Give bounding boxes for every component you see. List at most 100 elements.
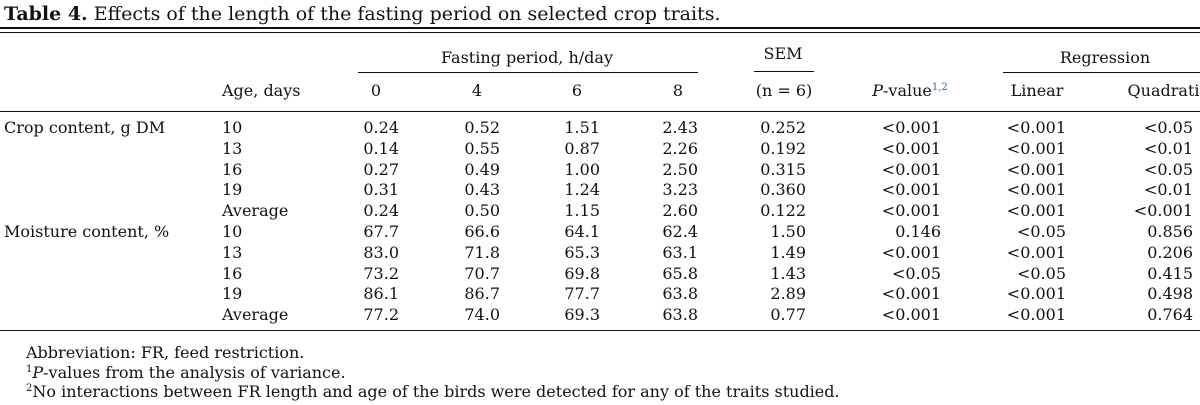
- table-caption: Table 4. Effects of the length of the fa…: [4, 3, 721, 25]
- sem-cell: 1.43: [770, 263, 806, 283]
- regression-underline: [1003, 72, 1200, 73]
- quadratic-header: Quadratic: [1127, 81, 1200, 100]
- fasting-8-cell: 62.4: [662, 222, 698, 241]
- footnote-1-text: -values from the analysis of variance.: [43, 363, 346, 382]
- sem-n-header: (n = 6): [755, 81, 813, 100]
- fasting-0-cell: 86.1: [363, 284, 399, 304]
- fasting-period-header: Fasting period, h/day: [441, 48, 613, 67]
- fasting-6-cell: 1.15: [564, 201, 600, 221]
- pvalue-footnote-mark: 1,2: [931, 82, 948, 93]
- top-rule-thin: [0, 32, 1200, 33]
- fasting-4-cell: 71.8: [464, 242, 500, 262]
- linear-cell: <0.001: [1006, 159, 1066, 179]
- bottom-rule: [0, 330, 1200, 331]
- fasting-4-header: 4: [471, 81, 483, 100]
- quadratic-cell: <0.05: [1143, 118, 1193, 137]
- footnote-1: 1P-values from the analysis of variance.: [26, 364, 346, 382]
- fasting-0-cell: 0.24: [363, 118, 399, 137]
- quadratic-cell: 0.415: [1147, 263, 1193, 283]
- fasting-8-cell: 2.50: [662, 159, 698, 179]
- fasting-4-cell: 74.0: [464, 305, 500, 325]
- fasting-6-cell: 65.3: [564, 242, 600, 262]
- fasting-4-cell: 86.7: [464, 284, 500, 304]
- fasting-0-cell: 83.0: [363, 242, 399, 262]
- sem-cell: 0.360: [760, 180, 806, 200]
- fasting-6-cell: 77.7: [564, 284, 600, 304]
- footnote-1-italic-p: P: [32, 363, 44, 382]
- pvalue-cell: <0.001: [881, 284, 941, 304]
- sem-cell: 1.50: [770, 222, 806, 241]
- sem-header: SEM: [763, 44, 803, 63]
- fasting-6-cell: 64.1: [564, 222, 600, 241]
- fasting-4-cell: 0.55: [464, 138, 500, 158]
- fasting-6-header: 6: [571, 81, 583, 100]
- sem-cell: 0.122: [760, 201, 806, 221]
- linear-cell: <0.05: [1016, 263, 1066, 283]
- linear-cell: <0.05: [1016, 222, 1066, 241]
- pvalue-cell: <0.05: [891, 263, 941, 283]
- age-cell: 19: [222, 284, 243, 304]
- footnote-abbreviation: Abbreviation: FR, feed restriction.: [26, 343, 305, 362]
- fasting-6-cell: 0.87: [564, 138, 600, 158]
- fasting-8-cell: 63.8: [662, 305, 698, 325]
- fasting-0-cell: 77.2: [363, 305, 399, 325]
- quadratic-cell: 0.856: [1147, 222, 1193, 241]
- linear-cell: <0.001: [1006, 242, 1066, 262]
- fasting-4-cell: 0.52: [464, 118, 500, 137]
- fasting-4-cell: 0.49: [464, 159, 500, 179]
- linear-header: Linear: [1010, 81, 1064, 100]
- fasting-4-cell: 0.43: [464, 180, 500, 200]
- fasting-4-cell: 66.6: [464, 222, 500, 241]
- age-header: Age, days: [222, 81, 301, 100]
- linear-cell: <0.001: [1006, 180, 1066, 200]
- linear-cell: <0.001: [1006, 305, 1066, 325]
- regression-header: Regression: [1059, 48, 1151, 67]
- age-cell: 10: [222, 222, 243, 241]
- fasting-8-cell: 2.60: [662, 201, 698, 221]
- pvalue-cell: <0.001: [881, 159, 941, 179]
- fasting-0-cell: 0.27: [363, 159, 399, 179]
- age-cell: 13: [222, 242, 243, 262]
- fasting-0-cell: 0.14: [363, 138, 399, 158]
- sem-cell: 0.315: [760, 159, 806, 179]
- fasting-6-cell: 1.24: [564, 180, 600, 200]
- fasting-4-cell: 70.7: [464, 263, 500, 283]
- quadratic-cell: 0.764: [1147, 305, 1193, 325]
- fasting-8-cell: 63.8: [662, 284, 698, 304]
- pvalue-cell: <0.001: [881, 180, 941, 200]
- sem-underline: [754, 71, 814, 72]
- fasting-4-cell: 0.50: [464, 201, 500, 221]
- sem-cell: 0.77: [770, 305, 806, 325]
- fasting-8-cell: 63.1: [662, 242, 698, 262]
- fasting-6-cell: 1.51: [564, 118, 600, 137]
- quadratic-cell: <0.01: [1143, 138, 1193, 158]
- sem-cell: 0.192: [760, 138, 806, 158]
- fasting-0-header: 0: [370, 81, 382, 100]
- linear-cell: <0.001: [1006, 118, 1066, 137]
- trait-cell: Moisture content, %: [4, 222, 170, 241]
- pvalue-italic-p: P: [872, 81, 883, 100]
- quadratic-cell: <0.01: [1143, 180, 1193, 200]
- pvalue-header: P-value1,2: [872, 81, 948, 101]
- quadratic-cell: 0.206: [1147, 242, 1193, 262]
- pvalue-cell: <0.001: [881, 201, 941, 221]
- fasting-8-cell: 2.43: [662, 118, 698, 137]
- fasting-6-cell: 69.3: [564, 305, 600, 325]
- fasting-6-cell: 1.00: [564, 159, 600, 179]
- fasting-underline: [358, 72, 698, 73]
- fasting-8-cell: 2.26: [662, 138, 698, 158]
- pvalue-label: -value: [882, 81, 932, 100]
- age-cell: 16: [222, 159, 243, 179]
- age-cell: 16: [222, 263, 243, 283]
- fasting-0-cell: 0.24: [363, 201, 399, 221]
- sem-cell: 0.252: [760, 118, 806, 137]
- pvalue-cell: 0.146: [895, 222, 941, 241]
- footnote-1-mark: 1: [26, 364, 33, 375]
- trait-cell: Crop content, g DM: [4, 118, 166, 137]
- footnote-2: 2No interactions between FR length and a…: [26, 383, 840, 401]
- pvalue-cell: <0.001: [881, 118, 941, 137]
- fasting-8-header: 8: [672, 81, 684, 100]
- linear-cell: <0.001: [1006, 284, 1066, 304]
- pvalue-cell: <0.001: [881, 305, 941, 325]
- age-cell: 10: [222, 118, 243, 137]
